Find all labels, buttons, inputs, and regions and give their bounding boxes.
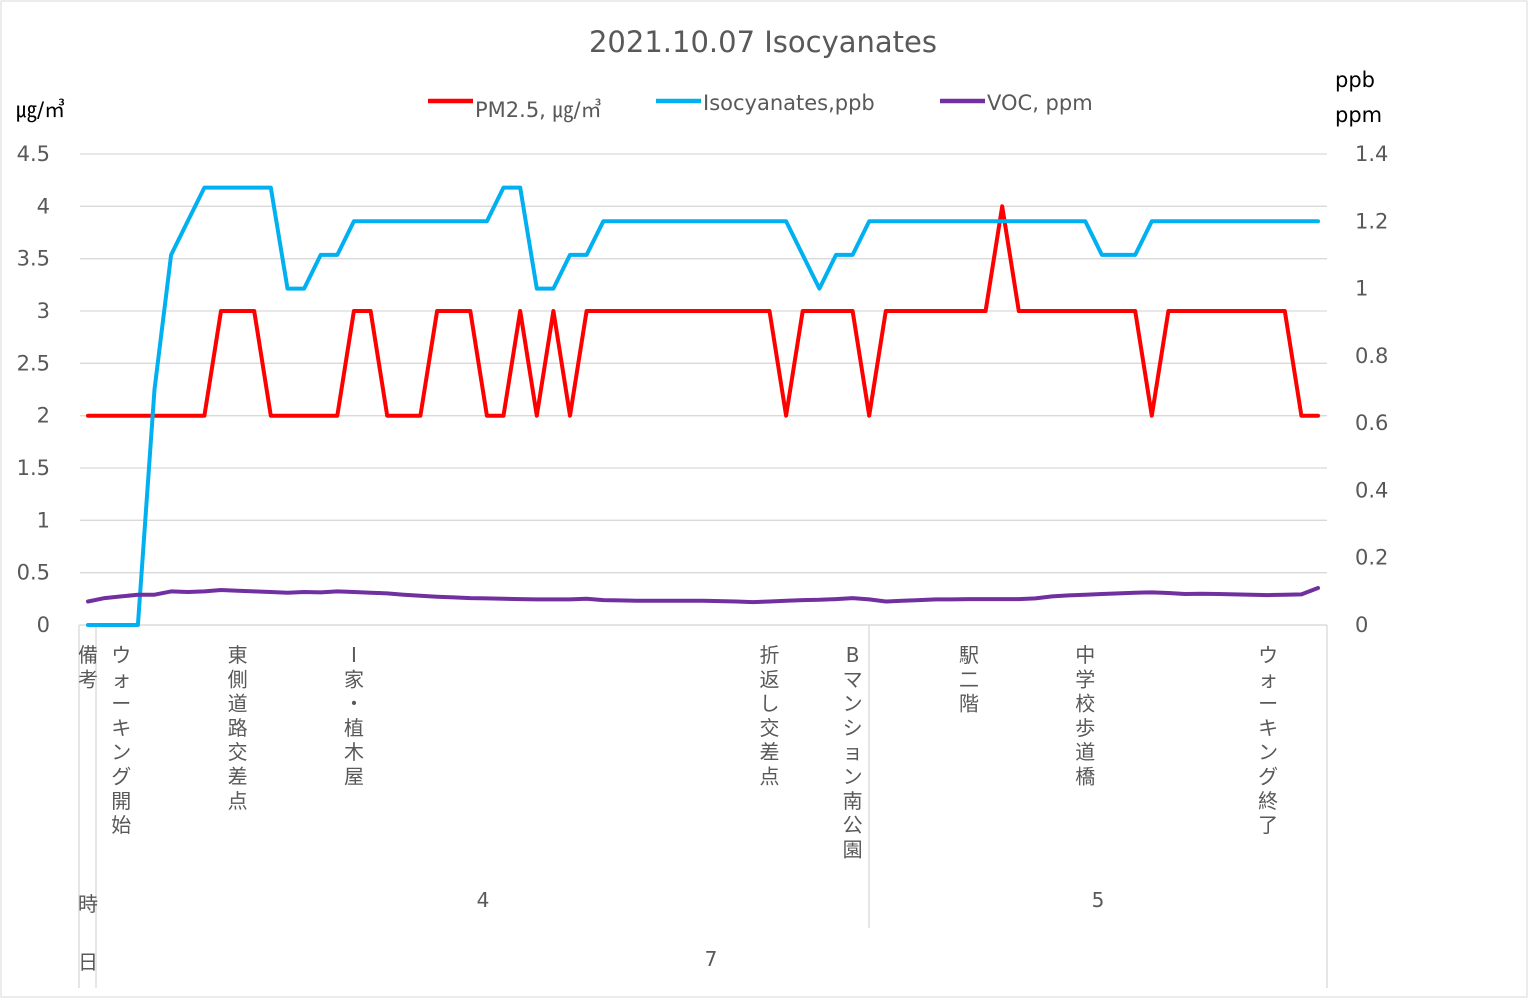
series-line <box>86 204 1320 418</box>
left-tick-label: 2 <box>37 404 50 428</box>
left-tick-label: 0 <box>37 613 50 637</box>
chart-title: 2021.10.07 Isocyanates <box>589 25 937 59</box>
right-axis-ticks: 1.4 1.2 1 0.8 0.6 0.4 0.2 0 <box>1355 142 1388 637</box>
category-label: I 家・植木屋 <box>344 643 364 789</box>
left-tick-label: 0.5 <box>17 561 50 585</box>
right-tick-label: 1 <box>1355 277 1368 301</box>
series-line <box>86 185 1320 627</box>
right-tick-label: 0 <box>1355 613 1368 637</box>
right-tick-label: 0.6 <box>1355 411 1388 435</box>
series-line <box>86 586 1320 605</box>
legend-label: VOC, ppm <box>987 91 1093 115</box>
hour-row-label: 時 <box>78 892 98 916</box>
left-tick-label: 3 <box>37 299 50 323</box>
hour-group-label: 4 <box>477 888 490 912</box>
legend-label: Isocyanates,ppb <box>703 91 875 115</box>
day-row-label: 日 <box>78 950 98 974</box>
category-label: 中学校歩道橋 <box>1075 643 1095 789</box>
series-lines <box>86 185 1320 627</box>
right-axis-unit-ppm: ppm <box>1335 103 1382 127</box>
category-label: ウォーキング開始 <box>111 643 131 837</box>
category-label: 折返し交差点 <box>759 643 779 789</box>
category-label: 東側道路交差点 <box>228 643 248 813</box>
left-tick-label: 2.5 <box>17 351 50 375</box>
category-label: 駅二階 <box>959 643 979 716</box>
left-tick-label: 1.5 <box>17 456 50 480</box>
right-tick-label: 1.2 <box>1355 209 1388 233</box>
right-tick-label: 0.4 <box>1355 478 1388 502</box>
right-tick-label: 0.2 <box>1355 546 1388 570</box>
left-tick-label: 4.5 <box>17 142 50 166</box>
category-label: B マンション南公園 <box>843 643 863 861</box>
day-group-label: 7 <box>705 947 718 971</box>
category-label: 備考 <box>78 643 98 691</box>
category-label: ウォーキング終了 <box>1258 643 1278 837</box>
right-axis-unit-ppb: ppb <box>1335 68 1375 92</box>
legend-label: PM2.5, ㎍/㎥ <box>475 98 602 123</box>
left-axis-unit: ㎍/㎥ <box>16 98 65 123</box>
left-tick-label: 3.5 <box>17 247 50 271</box>
hour-group-label: 5 <box>1092 888 1105 912</box>
legend: PM2.5, ㎍/㎥ Isocyanates,ppb VOC, ppm <box>428 91 1093 123</box>
right-tick-label: 0.8 <box>1355 344 1388 368</box>
left-axis-ticks: 4.5 4 3.5 3 2.5 2 1.5 1 0.5 0 <box>17 142 50 637</box>
left-tick-label: 4 <box>37 194 50 218</box>
right-tick-label: 1.4 <box>1355 142 1388 166</box>
left-tick-label: 1 <box>37 508 50 532</box>
